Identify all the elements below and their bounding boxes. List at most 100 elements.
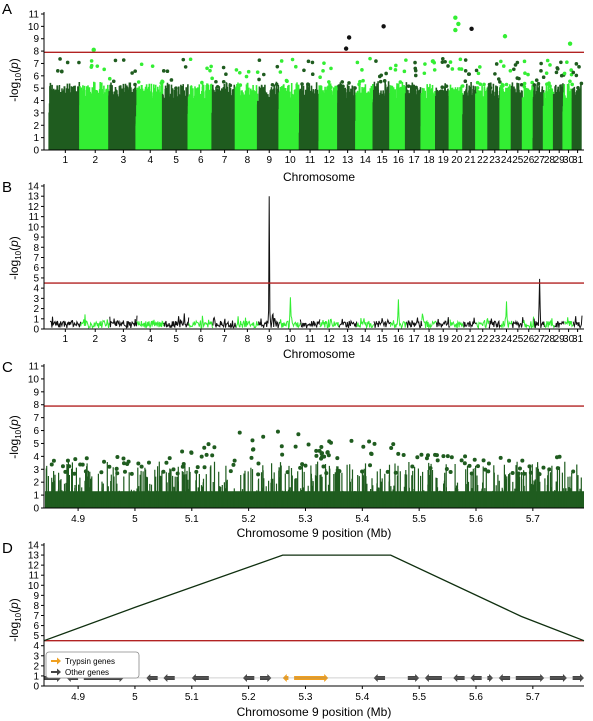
snp-point [440,60,445,64]
chromosome-6-points [187,57,214,150]
snp-point [133,82,137,87]
chromosome-spikes [532,84,545,150]
panel-2-ytick-label: 10 [28,374,40,385]
snp-point [164,460,169,465]
panel-a-ylabel: -log10(p) [7,58,23,102]
chromosome-spikes [542,83,555,150]
snp-point [256,472,261,477]
snp-point [204,452,209,457]
panel-1-ytick-label: 7 [33,253,39,264]
snp-point [115,471,120,476]
snp-point [317,448,322,453]
snp-point [394,63,398,68]
chromosome-29-points [552,60,566,150]
panel-b-xtick-label: 23 [489,334,501,345]
snp-point [559,73,564,78]
snp-point [545,58,550,63]
panel-b-xtick-label: 27 [534,334,546,345]
snp-point [445,454,450,459]
snp-point [121,58,126,62]
top-snp-point [456,21,461,27]
snp-point [347,81,351,85]
panel-a-xtick-label: 16 [393,155,405,166]
panel-b-xtick-label: 15 [377,334,389,345]
snp-point [530,80,534,85]
snp-point [544,71,549,75]
snp-point [278,70,283,74]
snp-point [486,461,491,466]
snp-point [303,463,308,468]
snp-point [56,69,60,73]
snp-point [249,455,254,460]
snp-point [548,84,552,88]
snp-point [415,455,420,460]
snp-point [571,469,576,474]
chromosome-4-points [135,62,165,150]
association-line [43,554,585,642]
chromosome-14-line [356,318,375,330]
panel-3-ytick-label: 4 [33,641,39,652]
snp-point [444,467,449,472]
snp-point [146,460,151,465]
chromosome-8-line [235,316,259,329]
panel-b-xtick-label: 1 [63,334,69,345]
panel-b-xtick-label: 11 [305,334,316,345]
snp-point [507,458,512,463]
snp-point [231,462,236,467]
snp-point [321,69,325,73]
panel-d-xtick-label: 5.2 [242,692,256,703]
snp-point [102,459,107,464]
snp-point [280,452,285,457]
panel-1-ytick-label: 9 [33,233,39,244]
snp-point [212,445,217,450]
chromosome-31-line [572,315,583,329]
legend-other-label: Other genes [65,668,109,677]
snp-point [335,456,340,461]
panel-3-ytick-label: 13 [28,551,40,562]
chromosome-25-points [510,60,524,150]
snp-point [554,70,559,75]
legend-box [45,651,140,679]
snp-point [114,466,119,471]
chromosome-6-line [188,315,214,329]
panel-0-ytick-label: 1 [33,133,39,144]
snp-point [202,445,207,450]
snp-point [275,64,280,69]
snp-point [539,61,543,66]
chromosome-21-points [462,58,479,150]
snp-point [338,83,343,88]
snp-point [261,434,266,439]
chromosome-spikes [355,83,374,150]
snp-point [493,72,497,76]
chromosome-23-points [487,62,502,150]
snp-point [527,464,532,469]
snp-point [59,69,64,74]
snp-point [367,439,372,444]
snp-point [522,471,527,476]
panel-d: D 4.9 5 5.1 5.2 5.3 5.4 5.5 5.6 5.70123456789101… [2,540,585,719]
chromosome-17-points [404,60,422,150]
panel-c-xtick-label: 5.2 [242,514,256,525]
snp-point [458,57,463,62]
snp-point [115,455,120,460]
snp-point [150,64,155,68]
snp-point [537,472,542,477]
snp-point [77,60,81,65]
panel-d-xtick-label: 5.5 [412,692,426,703]
panel-c-xtick-label: 5.1 [185,514,199,525]
snp-point [83,469,88,474]
panel-3-ytick-label: 14 [28,541,40,552]
snp-point [450,67,455,71]
snp-point [574,62,579,66]
chromosome-spikes [462,82,477,150]
panel-c-xtick-label: 5 [132,514,138,525]
panel-c-xtick-label: 5.6 [469,514,483,525]
snp-point [255,70,260,74]
snp-point [478,65,482,69]
panel-c-xlabel: Chromosome 9 position (Mb) [237,526,392,540]
panel-c-xtick-label: 5.4 [355,514,369,525]
